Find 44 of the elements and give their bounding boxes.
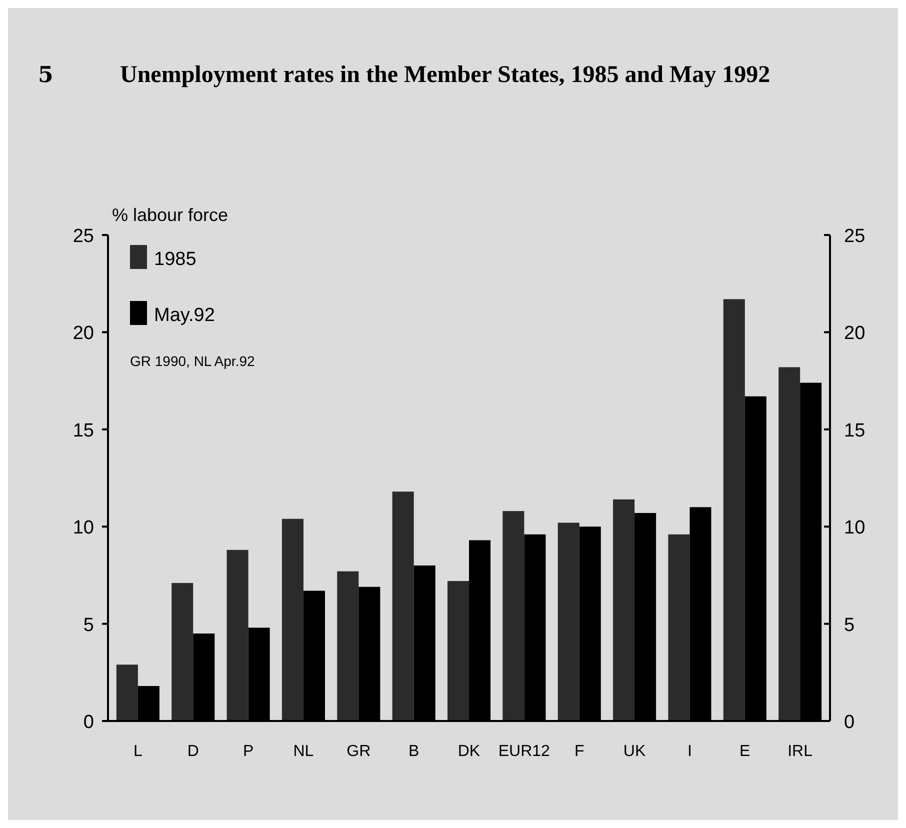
x-tick-label: NL [293,743,314,760]
chart-title: Unemployment rates in the Member States, 1985 and May 1992 [120,62,770,88]
y2-tick-label: 5 [844,614,855,636]
y2-tick-label: 20 [844,323,866,344]
y2-tick-label: 0 [844,712,855,733]
bar [226,550,248,721]
bar [668,534,690,721]
bar [172,582,194,721]
y-axis-title: % labour force [112,205,228,225]
x-tick-label: F [574,743,584,760]
x-tick-label: L [133,743,142,760]
legend-label: May.92 [154,305,215,326]
x-tick-label: I [687,743,692,760]
bar [778,367,800,721]
y-tick-label: 20 [72,323,94,344]
y2-tick-label: 15 [844,420,866,442]
bar [502,511,524,721]
x-tick-label: GR [346,743,371,760]
y-tick-label: 15 [72,420,94,442]
legend-label: 1985 [154,249,196,270]
bar [558,522,580,721]
x-tick-label: P [242,743,254,760]
x-tick-label: D [187,743,199,760]
bar [447,581,469,721]
y2-tick-label: 10 [844,518,866,539]
y2-tick-label: 25 [844,226,866,247]
x-tick-label: DK [458,743,480,760]
x-tick-label: E [740,743,750,760]
x-tick-label: EUR12 [498,743,550,760]
annotation: GR 1990, NL Apr.92 [130,353,255,369]
y-tick-label: 10 [72,518,94,539]
y-tick-label: 25 [72,226,94,247]
bar [282,518,304,721]
y-tick-label: 0 [83,712,94,733]
x-tick-label: UK [623,743,646,760]
y-tick-label: 5 [83,614,94,636]
bar [337,571,359,721]
x-tick-label: B [408,743,420,760]
bar [392,492,414,721]
x-tick-label: IRL [788,743,813,760]
bar [116,664,138,721]
bar [723,299,745,721]
text: 5 [38,62,54,88]
bar [613,499,635,721]
